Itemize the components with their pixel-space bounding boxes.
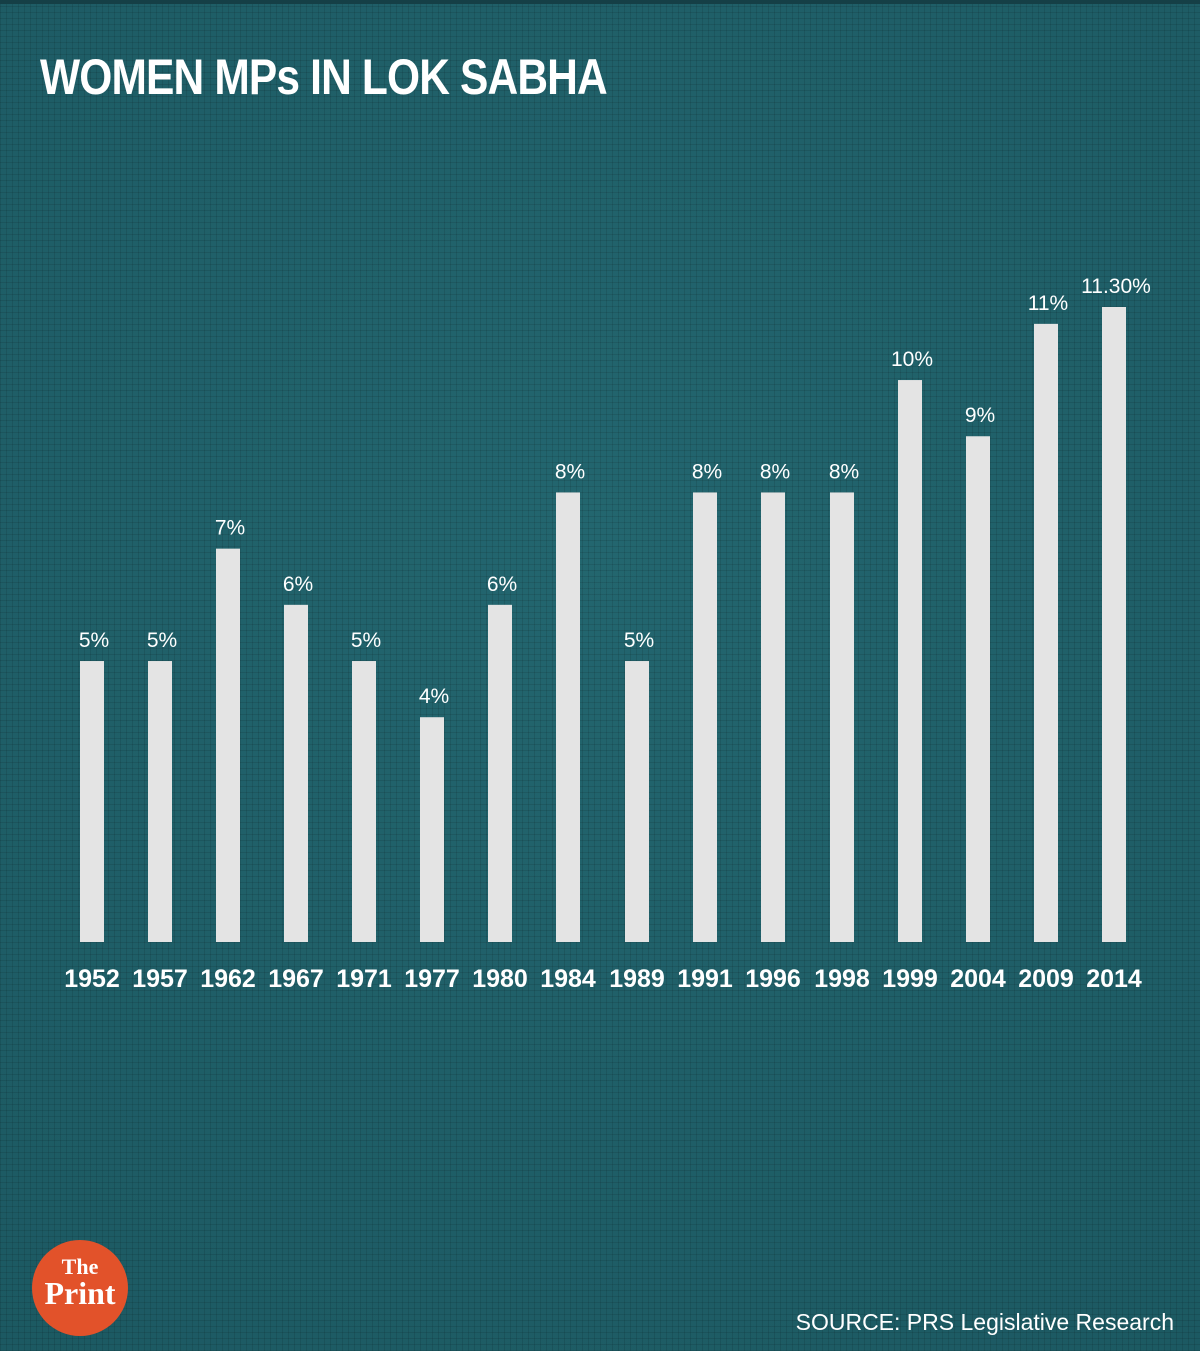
chart-title: WOMEN MPs IN LOK SABHA <box>40 49 608 105</box>
bar-1996 <box>761 492 785 942</box>
x-tick-label-1996: 1996 <box>745 965 801 993</box>
bar-1957 <box>148 661 172 942</box>
x-tick-label-2014: 2014 <box>1086 965 1142 993</box>
source-note: SOURCE: PRS Legislative Research <box>795 1309 1174 1335</box>
value-label-1980: 6% <box>487 573 517 596</box>
x-tick-label-1962: 1962 <box>200 965 256 993</box>
x-tick-label-1957: 1957 <box>132 965 188 993</box>
value-label-1967: 6% <box>283 573 313 596</box>
x-tick-label-1989: 1989 <box>609 965 665 993</box>
bar-1967 <box>284 604 308 942</box>
value-label-1957: 5% <box>147 629 177 652</box>
value-label-1989: 5% <box>624 629 654 652</box>
value-label-1991: 8% <box>692 460 722 483</box>
bar-2004 <box>966 436 990 942</box>
value-label-1971: 5% <box>351 629 381 652</box>
x-tick-label-1971: 1971 <box>336 965 392 993</box>
bar-1977 <box>420 717 444 942</box>
bar-1989 <box>625 661 649 942</box>
x-tick-label-1999: 1999 <box>882 965 938 993</box>
bar-2014 <box>1102 307 1126 942</box>
value-label-1999: 10% <box>891 348 933 371</box>
bar-1984 <box>556 492 580 942</box>
value-label-1962: 7% <box>215 517 245 540</box>
x-tick-label-1977: 1977 <box>404 965 460 993</box>
bar-1991 <box>693 492 717 942</box>
bar-chart: 5% 1952 5% 1957 7% 1962 6% 1967 5% 1971 4% 1977 6% 19… <box>64 275 1151 993</box>
bar-1998 <box>830 492 854 942</box>
value-label-1996: 8% <box>760 460 790 483</box>
bar-1999 <box>898 380 922 942</box>
top-rule <box>0 0 1200 4</box>
value-label-1998: 8% <box>829 460 859 483</box>
x-tick-label-1967: 1967 <box>268 965 324 993</box>
theprint-logo: The Print <box>32 1240 128 1336</box>
bar-2009 <box>1034 323 1058 942</box>
x-tick-label-1998: 1998 <box>814 965 870 993</box>
x-tick-label-1980: 1980 <box>472 965 528 993</box>
logo-print-text: Print <box>44 1275 116 1311</box>
x-tick-label-1952: 1952 <box>64 965 120 993</box>
x-tick-label-2009: 2009 <box>1018 965 1074 993</box>
value-label-1984: 8% <box>555 460 585 483</box>
value-label-2004: 9% <box>965 404 995 427</box>
bar-1971 <box>352 661 376 942</box>
bar-1962 <box>216 548 240 942</box>
value-label-2014: 11.30% <box>1081 275 1151 298</box>
x-tick-label-1984: 1984 <box>540 965 596 993</box>
bar-1952 <box>80 661 104 942</box>
value-label-2009: 11% <box>1028 292 1068 315</box>
value-label-1977: 4% <box>419 685 449 708</box>
x-tick-label-1991: 1991 <box>677 965 733 993</box>
logo-the-text: The <box>61 1254 99 1279</box>
bar-1980 <box>488 604 512 942</box>
x-tick-label-2004: 2004 <box>950 965 1006 993</box>
value-label-1952: 5% <box>79 629 109 652</box>
